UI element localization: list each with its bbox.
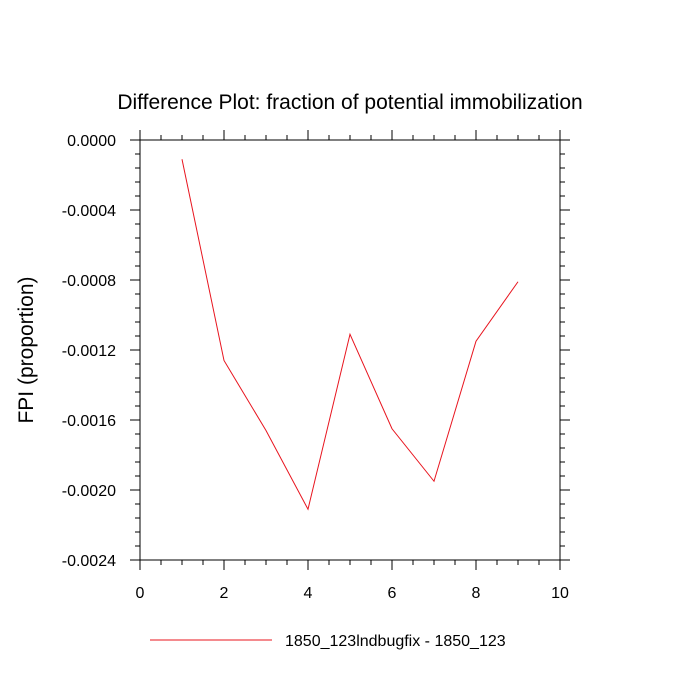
- y-tick-label: 0.0000: [67, 133, 116, 150]
- y-tick-label: -0.0016: [62, 413, 116, 430]
- data-point: [223, 360, 224, 361]
- x-tick-label: 2: [220, 585, 229, 602]
- y-tick-label: -0.0012: [62, 343, 116, 360]
- x-tick-label: 8: [472, 585, 481, 602]
- y-tick-label: -0.0024: [62, 553, 116, 570]
- data-point: [349, 334, 350, 335]
- y-axis-label: FPI (proportion): [15, 276, 38, 423]
- y-tick-label: -0.0004: [62, 203, 116, 220]
- data-point: [307, 509, 308, 510]
- major-ticks: [130, 130, 570, 570]
- legend: 1850_123lndbugfix - 1850_123: [150, 633, 506, 650]
- data-point: [391, 428, 392, 429]
- data-point: [433, 481, 434, 482]
- minor-ticks: [135, 135, 565, 565]
- series-line: [181, 159, 519, 511]
- x-tick-label: 10: [551, 585, 569, 602]
- data-point: [265, 430, 266, 431]
- y-tick-label: -0.0008: [62, 273, 116, 290]
- series-layer: [181, 159, 519, 511]
- chart-title: Difference Plot: fraction of potential i…: [117, 91, 582, 114]
- x-tick-label: 4: [304, 585, 313, 602]
- data-point: [517, 281, 518, 282]
- data-point: [181, 159, 182, 160]
- data-point: [475, 341, 476, 342]
- x-tick-labels: 0 2 4 6 8 10: [136, 585, 569, 602]
- x-tick-label: 6: [388, 585, 397, 602]
- y-tick-labels: 0.0000 -0.0004 -0.0008 -0.0012 -0.0016 -0.002…: [62, 133, 116, 570]
- legend-label: 1850_123lndbugfix - 1850_123: [285, 633, 506, 650]
- x-tick-label: 0: [136, 585, 145, 602]
- plot-frame: [139, 139, 561, 561]
- y-tick-label: -0.0020: [62, 483, 116, 500]
